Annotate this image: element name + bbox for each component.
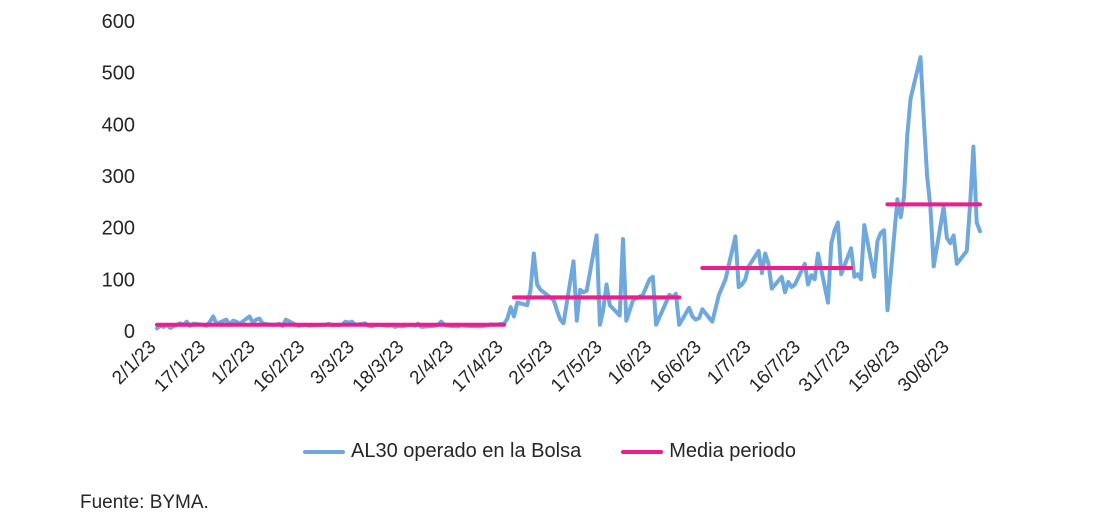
x-tick-label: 17/4/23: [448, 337, 508, 397]
x-tick-label: 16/7/23: [745, 337, 805, 397]
series-al30: [155, 55, 982, 331]
y-tick-label: 600: [102, 11, 135, 33]
legend-label-al30: AL30 operado en la Bolsa: [351, 440, 582, 462]
y-tick-label: 200: [102, 218, 135, 240]
y-tick-label: 0: [124, 321, 135, 343]
y-tick-label: 400: [102, 114, 135, 136]
x-axis-ticks: 2/1/2317/1/231/2/2316/2/233/3/2318/3/232…: [108, 337, 953, 397]
source-note: Fuente: BYMA.: [80, 492, 209, 513]
y-axis-ticks: 0 100 200 300 400 500 600: [102, 11, 135, 343]
x-tick-label: 30/8/23: [894, 337, 954, 397]
x-tick-label: 17/5/23: [547, 337, 607, 397]
legend-item-media: Media periodo: [621, 440, 796, 463]
x-tick-label: 17/1/23: [150, 337, 210, 397]
legend-label-media: Media periodo: [669, 440, 796, 462]
al30-line: [155, 55, 982, 331]
legend-swatch-media: [621, 449, 664, 454]
series-media-periodo: [155, 202, 982, 327]
x-tick-label: 31/7/23: [795, 337, 855, 397]
x-tick-label: 16/6/23: [646, 337, 706, 397]
legend: AL30 operado en la Bolsa Media periodo: [0, 440, 1099, 463]
x-tick-label: 16/2/23: [250, 337, 310, 397]
legend-item-al30: AL30 operado en la Bolsa: [303, 440, 581, 463]
y-tick-label: 300: [102, 166, 135, 188]
legend-swatch-al30: [303, 449, 346, 454]
y-tick-label: 500: [102, 63, 135, 85]
y-tick-label: 100: [102, 269, 135, 291]
x-tick-label: 15/8/23: [845, 337, 905, 397]
x-tick-label: 18/3/23: [349, 337, 409, 397]
